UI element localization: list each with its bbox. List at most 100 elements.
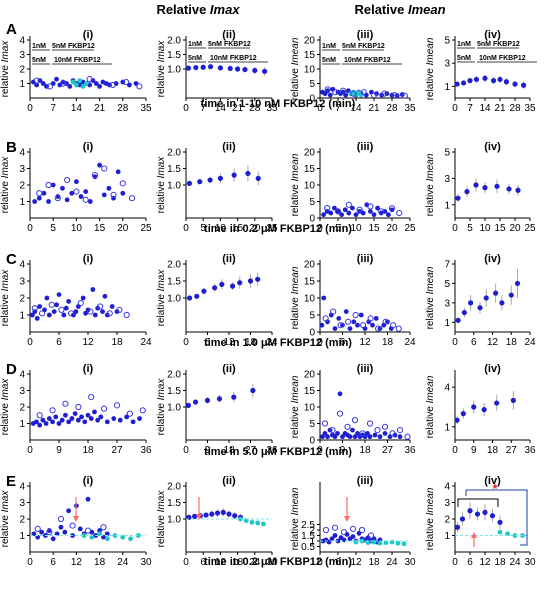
y-tick-label: 15 <box>304 277 316 288</box>
y-tick-label: 2 <box>19 65 25 76</box>
y-tick-label: 1.0 <box>167 515 181 526</box>
data-point <box>72 411 78 416</box>
data-point <box>329 536 335 542</box>
data-point-cyan <box>83 81 89 86</box>
subpanel-label: (iii) <box>357 29 374 41</box>
data-point <box>322 431 328 436</box>
data-point <box>247 278 254 284</box>
data-point <box>347 326 353 331</box>
data-point <box>37 304 43 309</box>
chart-A-0: 0 7 14 21 28 35 1 2 3 4 (i) relative Imax <box>0 29 152 114</box>
data-point <box>201 288 207 294</box>
y-tick-label: 1 <box>444 200 450 211</box>
x-tick-label: 14 <box>350 103 362 114</box>
data-point <box>490 78 497 84</box>
data-point-open <box>139 407 146 414</box>
y-tick-label: 0 <box>309 214 315 225</box>
data-point-open <box>381 90 388 97</box>
left-header-var: Imax <box>210 2 240 17</box>
data-point <box>185 402 191 408</box>
subpanel-label: (ii) <box>222 475 236 487</box>
data-point-open <box>396 427 404 434</box>
data-point-open <box>352 311 359 319</box>
data-point <box>212 285 218 291</box>
x-tick-label: 30 <box>140 557 152 568</box>
data-point <box>355 322 360 328</box>
data-point <box>327 92 333 98</box>
x-tick-label: 24 <box>249 557 261 568</box>
data-point <box>250 387 256 394</box>
y-axis-label-var: Imax <box>0 378 11 401</box>
data-point <box>321 212 326 218</box>
x-tick-label: 28 <box>249 103 261 114</box>
data-point-open <box>33 77 40 84</box>
data-point <box>66 419 72 425</box>
x-tick-label: 14 <box>479 103 491 114</box>
subpanel-label: (ii) <box>222 29 236 41</box>
data-point-open <box>321 420 329 427</box>
x-tick-label: 18 <box>245 337 257 348</box>
x-tick-label: 6 <box>340 337 346 348</box>
y-axis-label-prefix: relative <box>290 294 301 329</box>
data-point-open <box>374 427 381 434</box>
data-point <box>54 302 59 308</box>
data-point <box>339 212 344 218</box>
x-axis-title-prefix: time in 1.0 <box>204 337 261 349</box>
x-axis-title-mu: μ <box>261 337 268 349</box>
y-tick-label: 3 <box>444 59 450 70</box>
panel-letter: B <box>6 139 17 156</box>
data-point-open <box>54 195 61 202</box>
x-axis-title: time in 0.2 μM FKBP12 (min) <box>204 223 352 235</box>
arrow-e-iv-head <box>471 532 477 538</box>
data-point-open <box>388 205 396 212</box>
data-point <box>332 326 338 331</box>
y-tick-label: 3 <box>19 164 25 175</box>
x-tick-label: 36 <box>266 445 278 456</box>
x-axis-title-mu: μ <box>261 446 268 458</box>
data-point-open <box>101 405 108 412</box>
arrow-e-iii-head <box>344 516 350 522</box>
chart-D-1: 0 9 18 27 36 1.0 1.5 2.0 (ii) relative Imax <box>156 363 278 456</box>
data-point <box>83 189 89 195</box>
data-point <box>220 509 226 515</box>
data-point-open <box>62 400 69 407</box>
data-point-open <box>34 525 41 533</box>
data-point <box>494 183 500 189</box>
subpanel-label: (iii) <box>357 363 374 375</box>
data-point-open <box>340 87 347 94</box>
data-point <box>197 179 203 185</box>
data-point <box>97 84 102 89</box>
y-tick-label: 3 <box>19 50 25 61</box>
data-point <box>464 189 470 195</box>
data-point <box>117 417 123 423</box>
data-point-open <box>337 322 344 329</box>
data-point-cyan <box>497 529 503 535</box>
data-point <box>229 283 236 289</box>
data-point-open <box>123 78 130 86</box>
data-point-open <box>101 165 108 172</box>
data-point <box>36 195 42 201</box>
x-tick-label: 12 <box>359 337 371 348</box>
y-tick-label: 1.5 <box>301 531 315 542</box>
data-point <box>332 533 338 538</box>
data-point <box>336 316 342 321</box>
y-tick-label: 2 <box>309 526 315 537</box>
data-point-open <box>360 89 367 96</box>
conc-label: 5nM <box>322 57 336 64</box>
y-tick-label: 20 <box>304 148 316 159</box>
subpanel-label: (ii) <box>222 253 236 265</box>
data-point <box>59 417 65 423</box>
y-tick-label: 1 <box>19 79 25 90</box>
right-header-prefix: Relative <box>354 2 407 17</box>
data-point-open <box>84 527 92 534</box>
data-point-open <box>67 310 75 317</box>
data-point <box>54 76 59 82</box>
data-point-cyan <box>395 540 401 546</box>
data-point-open <box>329 427 336 434</box>
data-point <box>82 419 88 425</box>
data-point <box>365 431 370 436</box>
data-point <box>255 175 261 181</box>
x-tick-label: 18 <box>223 445 235 456</box>
